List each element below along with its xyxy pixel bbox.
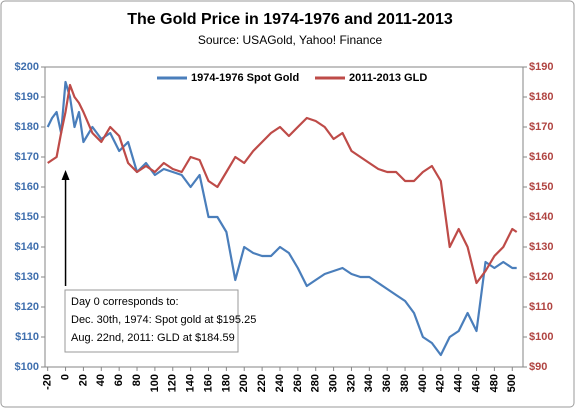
x-tick-label: 100 — [149, 374, 161, 392]
annotation-arrowhead — [61, 170, 70, 180]
y2-tick-label: $140 — [529, 211, 553, 223]
x-tick-label: 480 — [488, 374, 500, 392]
x-tick-label: 0 — [59, 374, 71, 380]
series-line — [46, 80, 517, 357]
y-tick-label: $120 — [15, 301, 39, 313]
x-tick-label: 220 — [256, 374, 268, 392]
x-tick-label: 20 — [77, 374, 89, 386]
x-tick-label: 300 — [327, 374, 339, 392]
y2-tick-label: $110 — [529, 301, 553, 313]
y-tick-label: $130 — [15, 271, 39, 283]
annotation-box — [64, 289, 239, 353]
y2-tick-label: $150 — [529, 181, 553, 193]
x-tick-label: 460 — [470, 374, 482, 392]
x-tick-label: 360 — [381, 374, 393, 392]
x-tick-label: 240 — [274, 374, 286, 392]
y-tick-label: $200 — [15, 61, 39, 73]
x-tick-label: 340 — [363, 374, 375, 392]
legend-label: 2011-2013 GLD — [349, 72, 427, 84]
y2-tick-label: $90 — [529, 361, 547, 373]
x-tick-label: 260 — [292, 374, 304, 392]
x-tick-label: 380 — [399, 374, 411, 392]
series-line — [47, 83, 518, 285]
x-tick-label: 440 — [453, 374, 465, 392]
x-tick-label: 200 — [238, 374, 250, 392]
y2-tick-label: $120 — [529, 271, 553, 283]
chart-subtitle: Source: USAGold, Yahoo! Finance — [198, 33, 383, 47]
legend-label: 1974-1976 Spot Gold — [191, 72, 299, 84]
x-tick-label: 280 — [310, 374, 322, 392]
x-tick-label: 400 — [417, 374, 429, 392]
y-tick-label: $150 — [15, 211, 39, 223]
x-tick-label: 500 — [506, 374, 518, 392]
annotation-text: Dec. 30th, 1974: Spot gold at $195.25 — [71, 314, 256, 326]
y-tick-label: $180 — [15, 121, 39, 133]
y2-tick-label: $180 — [529, 91, 553, 103]
x-tick-label: 160 — [202, 374, 214, 392]
x-tick-label: 420 — [435, 374, 447, 392]
y2-tick-label: $170 — [529, 121, 553, 133]
y2-tick-label: $100 — [529, 331, 553, 343]
y-tick-label: $160 — [15, 181, 39, 193]
x-tick-label: 180 — [220, 374, 232, 392]
y-tick-label: $170 — [15, 151, 39, 163]
y2-tick-label: $160 — [529, 151, 553, 163]
y-tick-label: $100 — [15, 361, 39, 373]
y-tick-label: $140 — [15, 241, 39, 253]
annotation-text: Aug. 22nd, 2011: GLD at $184.59 — [71, 332, 235, 344]
y2-tick-label: $130 — [529, 241, 553, 253]
y-tick-label: $110 — [15, 331, 39, 343]
x-tick-label: 80 — [131, 374, 143, 386]
x-tick-label: 60 — [113, 374, 125, 386]
chart-title: The Gold Price in 1974-1976 and 2011-201… — [127, 11, 453, 28]
x-tick-label: 40 — [95, 374, 107, 386]
y-tick-label: $190 — [15, 91, 39, 103]
annotation-text: Day 0 corresponds to: — [71, 296, 179, 308]
x-tick-label: 140 — [185, 374, 197, 392]
x-tick-label: -20 — [42, 374, 54, 390]
y2-tick-label: $190 — [529, 61, 553, 73]
x-tick-label: 320 — [345, 374, 357, 392]
x-tick-label: 120 — [167, 374, 179, 392]
